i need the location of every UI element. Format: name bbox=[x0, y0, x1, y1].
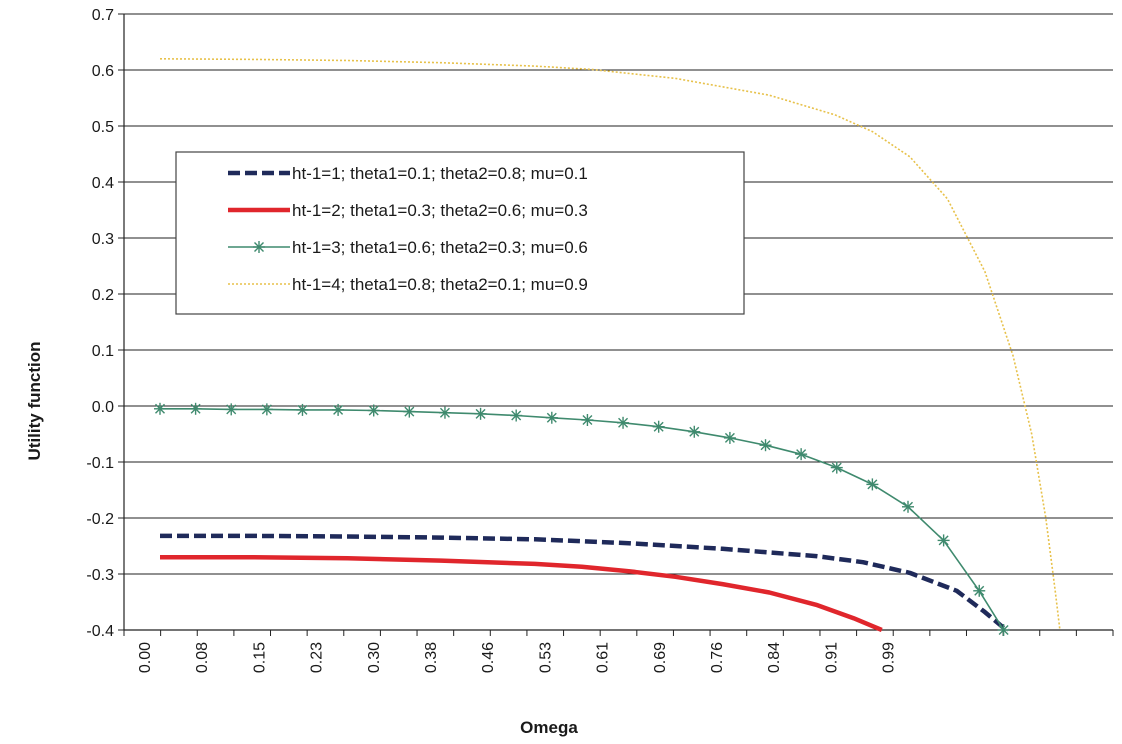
x-tick-label: 0.99 bbox=[881, 642, 898, 673]
y-tick-label: 0.3 bbox=[92, 231, 114, 248]
series-3-marker bbox=[510, 409, 523, 422]
series-3-marker bbox=[723, 431, 736, 444]
series-3-marker bbox=[545, 411, 558, 424]
x-tick-label: 0.15 bbox=[251, 642, 268, 673]
series-3-marker bbox=[332, 403, 345, 416]
x-tick-label: 0.69 bbox=[652, 642, 669, 673]
series-3-marker bbox=[296, 403, 309, 416]
series-3-marker bbox=[652, 420, 665, 433]
y-tick-label: 0.6 bbox=[92, 63, 114, 80]
y-tick-label: 0.4 bbox=[92, 175, 114, 192]
series-3-marker bbox=[795, 448, 808, 461]
x-tick-label: 0.23 bbox=[309, 642, 326, 673]
series-3-marker bbox=[438, 406, 451, 419]
legend-label-4: ht-1=4; theta1=0.8; theta2=0.1; mu=0.9 bbox=[292, 275, 588, 294]
series-3-marker bbox=[189, 402, 202, 415]
legend-box bbox=[175, 151, 745, 315]
series-3-marker bbox=[474, 407, 487, 420]
x-axis-title: Omega bbox=[520, 718, 578, 737]
series-line-3 bbox=[160, 407, 1005, 631]
x-tick-label: 0.84 bbox=[766, 642, 783, 673]
x-tick-label: 0.91 bbox=[823, 642, 840, 673]
y-tick-label: 0.1 bbox=[92, 343, 114, 360]
x-tick-label: 0.30 bbox=[366, 642, 383, 673]
series-3-marker bbox=[688, 425, 701, 438]
series-3-marker bbox=[225, 403, 238, 416]
x-tick-label: 0.76 bbox=[709, 642, 726, 673]
x-tick-label: 0.46 bbox=[480, 642, 497, 673]
y-tick-label: -0.3 bbox=[86, 567, 114, 584]
series-3-marker bbox=[997, 624, 1010, 636]
legend-marker-3 bbox=[253, 241, 265, 253]
y-tick-label: 0.5 bbox=[92, 119, 114, 136]
series-3-marker bbox=[937, 534, 950, 547]
legend-label-2: ht-1=2; theta1=0.3; theta2=0.6; mu=0.3 bbox=[292, 201, 588, 220]
legend: ht-1=1; theta1=0.1; theta2=0.8; mu=0.1 ht… bbox=[175, 151, 745, 315]
y-tick-label: -0.1 bbox=[86, 455, 114, 472]
y-tick-label: 0.2 bbox=[92, 287, 114, 304]
series-3-marker bbox=[581, 414, 594, 426]
y-tick-label: -0.2 bbox=[86, 511, 114, 528]
x-tick-label: 0.61 bbox=[595, 642, 612, 673]
series-3-marker bbox=[617, 416, 630, 429]
legend-label-1: ht-1=1; theta1=0.1; theta2=0.8; mu=0.1 bbox=[292, 164, 588, 183]
series-3-marker bbox=[153, 402, 166, 415]
x-tick-label: 0.53 bbox=[537, 642, 554, 673]
x-tick-label: 0.38 bbox=[423, 642, 440, 673]
series-line-4 bbox=[159, 58, 1061, 631]
series-3-marker bbox=[973, 584, 986, 597]
tick-labels: -0.4 -0.3 -0.2 -0.1 0.0 0.1 0.2 0.3 0.4 0.5 0.6 0.7… bbox=[86, 7, 897, 673]
legend-label-3: ht-1=3; theta1=0.6; theta2=0.3; mu=0.6 bbox=[292, 238, 588, 257]
series-lines bbox=[153, 58, 1061, 636]
y-tick-label: 0.0 bbox=[92, 399, 114, 416]
x-tick-label: 0.08 bbox=[194, 642, 211, 673]
series-line-1 bbox=[160, 533, 1010, 632]
series-3-marker bbox=[759, 439, 772, 452]
series-3-marker bbox=[260, 403, 273, 416]
y-axis-title: Utility function bbox=[25, 342, 44, 461]
series-3-marker bbox=[902, 500, 915, 513]
series-line-2 bbox=[160, 554, 883, 632]
x-tick-label: 0.00 bbox=[137, 642, 154, 673]
axes bbox=[118, 13, 1114, 636]
series-3-marker bbox=[866, 478, 879, 491]
series-3-marker bbox=[367, 404, 380, 417]
series-3-marker bbox=[830, 461, 843, 474]
series-3-marker bbox=[403, 405, 416, 418]
y-tick-label: -0.4 bbox=[86, 623, 114, 640]
y-tick-label: 0.7 bbox=[92, 7, 114, 24]
